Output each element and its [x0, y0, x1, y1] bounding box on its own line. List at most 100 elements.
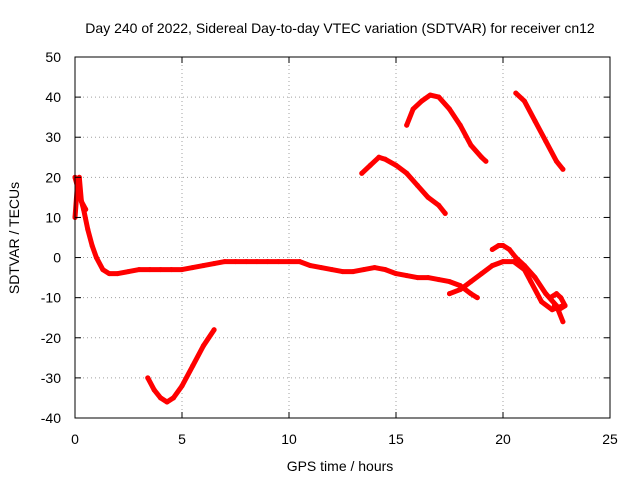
data-point	[164, 399, 170, 405]
x-tick-label: 0	[71, 431, 79, 447]
data-point	[361, 267, 367, 273]
data-point	[500, 243, 506, 249]
data-point	[78, 198, 84, 204]
data-point	[190, 265, 196, 271]
data-point	[318, 265, 324, 271]
x-tick-label: 5	[178, 431, 186, 447]
data-point	[179, 383, 185, 389]
data-point	[436, 277, 442, 283]
ticks: 0 5 10 15 20 25 -40 -30 -20 -10 0 10 20 30 40 50	[41, 49, 618, 447]
data-point	[554, 291, 559, 297]
data-point	[562, 303, 568, 309]
data-point	[350, 269, 356, 275]
y-tick-label: -40	[41, 410, 61, 426]
data-point	[532, 275, 538, 281]
data-point	[547, 295, 553, 301]
data-point	[489, 247, 495, 253]
data-point	[543, 291, 549, 297]
data-point	[85, 226, 91, 232]
data-point	[100, 267, 106, 273]
data-point	[404, 122, 410, 128]
data-point	[393, 162, 399, 168]
data-point	[168, 267, 174, 273]
data-point	[427, 92, 433, 98]
data-point	[496, 243, 502, 249]
data-point	[179, 267, 185, 273]
data-point	[479, 154, 485, 160]
data-point	[106, 271, 112, 277]
data-point	[419, 98, 425, 104]
y-tick-label: -20	[41, 330, 61, 346]
series-arc-21h	[513, 90, 566, 172]
data-point	[442, 210, 448, 216]
y-tick-label: 20	[45, 169, 61, 185]
data-point	[376, 154, 382, 160]
data-point	[506, 247, 512, 253]
data-point	[151, 387, 157, 393]
data-point	[200, 263, 206, 269]
data-point	[254, 259, 260, 265]
data-point	[513, 255, 519, 261]
y-axis-label: SDTVAR / TECUs	[6, 182, 22, 294]
data-point	[549, 307, 555, 313]
data-point	[145, 375, 151, 381]
x-tick-label: 15	[388, 431, 404, 447]
data-point	[511, 259, 517, 265]
data-point	[447, 106, 452, 112]
data-point	[521, 98, 527, 104]
data-point	[265, 259, 271, 265]
data-point	[425, 275, 431, 281]
y-tick-label: 30	[45, 129, 61, 145]
series-arc-16h	[404, 92, 489, 164]
data-point	[457, 287, 463, 293]
data-point	[115, 271, 121, 277]
data-point	[479, 271, 485, 277]
data-point	[200, 343, 206, 349]
data-point	[158, 267, 164, 273]
grid	[75, 57, 610, 418]
data-point	[447, 279, 452, 285]
data-point	[447, 291, 452, 297]
data-point	[457, 122, 463, 128]
data-point	[393, 271, 399, 277]
x-tick-label: 10	[281, 431, 297, 447]
data-point	[158, 395, 164, 401]
data-point	[367, 162, 373, 168]
y-tick-label: -30	[41, 370, 61, 386]
data-point	[414, 275, 420, 281]
data-point	[558, 295, 564, 301]
data-point	[414, 182, 420, 188]
data-point	[93, 255, 99, 261]
data-point	[513, 90, 519, 96]
data-point	[382, 156, 388, 162]
data-point	[372, 265, 378, 271]
data-point	[286, 259, 292, 265]
data-point	[340, 269, 345, 275]
data-point	[74, 186, 80, 192]
data-point	[560, 319, 566, 325]
data-point	[307, 263, 313, 269]
series-late-rise	[447, 259, 566, 313]
data-point	[468, 142, 474, 148]
plot-frame	[74, 56, 611, 419]
data-point	[468, 291, 474, 297]
data-point	[329, 267, 335, 273]
data-point	[483, 158, 489, 164]
data-point	[425, 194, 431, 200]
data-point	[436, 94, 442, 100]
y-tick-label: 0	[53, 250, 61, 266]
data-point	[222, 259, 228, 265]
data-point	[543, 138, 549, 144]
data-point	[211, 327, 217, 333]
data-point	[275, 259, 281, 265]
data-point	[243, 259, 249, 265]
data-point	[436, 202, 442, 208]
data-point	[83, 206, 89, 212]
series-low-u-arc	[145, 327, 217, 405]
data-point	[539, 299, 545, 305]
data-point	[404, 170, 410, 176]
data-point	[359, 170, 365, 176]
data-point	[136, 267, 142, 273]
x-tick-label: 20	[495, 431, 511, 447]
